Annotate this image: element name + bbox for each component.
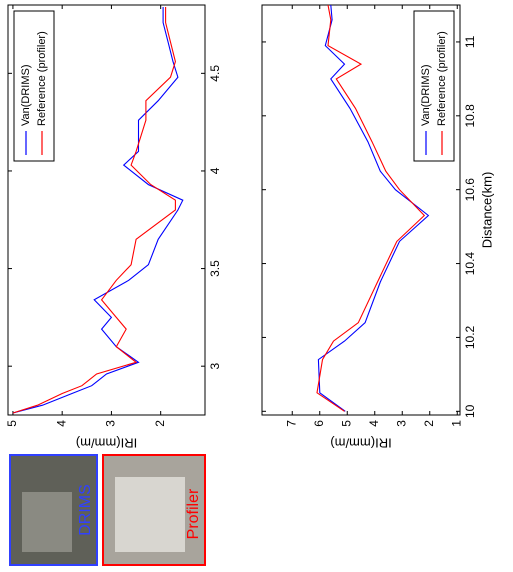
plot-frame <box>7 4 206 416</box>
x-axis-label: Distance(km) <box>479 172 494 249</box>
data-line <box>316 4 426 412</box>
x-tick-label: 3.5 <box>208 260 222 277</box>
legend-label: Reference (profiler) <box>436 31 448 126</box>
photo-detail <box>115 477 185 552</box>
x-tick-label: 10.4 <box>463 252 477 276</box>
x-tick-label: 10.8 <box>463 104 477 128</box>
x-tick-label: 4.5 <box>208 65 222 82</box>
y-tick-label: 4 <box>367 420 381 427</box>
y-tick-label: 4 <box>54 420 68 427</box>
y-tick-label: 5 <box>5 420 19 427</box>
rotated-frame: DRIMS Profiler 3 3.5 4 4.5 2 3 4 5 IRI(mm/m) Van(… <box>5 4 494 566</box>
y-tick-label: 3 <box>394 420 408 427</box>
y-tick-label: 7 <box>284 420 298 427</box>
legend-label: Reference (profiler) <box>36 31 48 126</box>
data-line <box>12 7 176 414</box>
x-tick-label: 10 <box>463 404 477 418</box>
y-axis-label: IRI(mm/m) <box>330 436 391 451</box>
y-tick-label: 2 <box>153 420 167 427</box>
photo-label: DRIMS <box>77 484 94 536</box>
y-axis-label: IRI(mm/m) <box>76 436 137 451</box>
data-line <box>12 7 184 414</box>
x-tick-label: 11 <box>463 35 477 48</box>
x-tick-label: 10.6 <box>463 178 477 202</box>
x-tick-label: 4 <box>208 167 222 174</box>
legend-label: Van(DRIMS) <box>420 64 432 126</box>
y-tick-label: 1 <box>449 420 463 427</box>
y-tick-label: 3 <box>104 420 118 427</box>
legend-label: Van(DRIMS) <box>20 64 32 126</box>
y-tick-label: 5 <box>339 420 353 427</box>
legend-box <box>13 10 55 162</box>
photo-label: Profiler <box>185 488 202 539</box>
plot-frame <box>261 4 461 416</box>
legend-box <box>413 10 455 162</box>
x-tick-label: 3 <box>208 363 222 370</box>
x-tick-label: 10.2 <box>463 325 477 349</box>
y-tick-label: 2 <box>422 420 436 427</box>
photo-detail <box>22 492 72 552</box>
y-tick-label: 6 <box>312 420 326 427</box>
data-line <box>317 4 430 412</box>
